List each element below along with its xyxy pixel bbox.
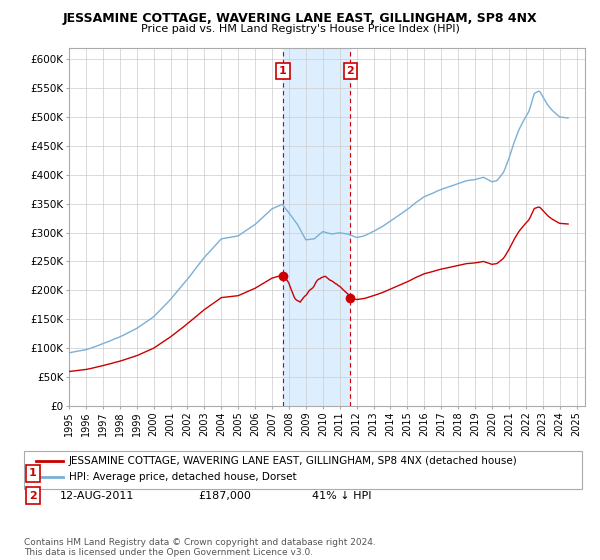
- Text: Contains HM Land Registry data © Crown copyright and database right 2024.
This d: Contains HM Land Registry data © Crown c…: [24, 538, 376, 557]
- Text: HPI: Average price, detached house, Dorset: HPI: Average price, detached house, Dors…: [69, 472, 296, 482]
- Text: 41% ↓ HPI: 41% ↓ HPI: [312, 491, 371, 501]
- Bar: [283, 48, 350, 406]
- Text: JESSAMINE COTTAGE, WAVERING LANE EAST, GILLINGHAM, SP8 4NX: JESSAMINE COTTAGE, WAVERING LANE EAST, G…: [62, 12, 538, 25]
- Text: £187,000: £187,000: [198, 491, 251, 501]
- Text: 2: 2: [346, 66, 354, 76]
- Text: £225,000: £225,000: [198, 468, 251, 478]
- Text: 32% ↓ HPI: 32% ↓ HPI: [312, 468, 371, 478]
- Text: 1: 1: [29, 468, 37, 478]
- Text: 1: 1: [279, 66, 287, 76]
- Text: 12-AUG-2011: 12-AUG-2011: [60, 491, 134, 501]
- Text: JESSAMINE COTTAGE, WAVERING LANE EAST, GILLINGHAM, SP8 4NX (detached house): JESSAMINE COTTAGE, WAVERING LANE EAST, G…: [69, 456, 518, 466]
- Text: Price paid vs. HM Land Registry's House Price Index (HPI): Price paid vs. HM Land Registry's House …: [140, 24, 460, 34]
- Text: 2: 2: [29, 491, 37, 501]
- Text: 22-AUG-2007: 22-AUG-2007: [60, 468, 134, 478]
